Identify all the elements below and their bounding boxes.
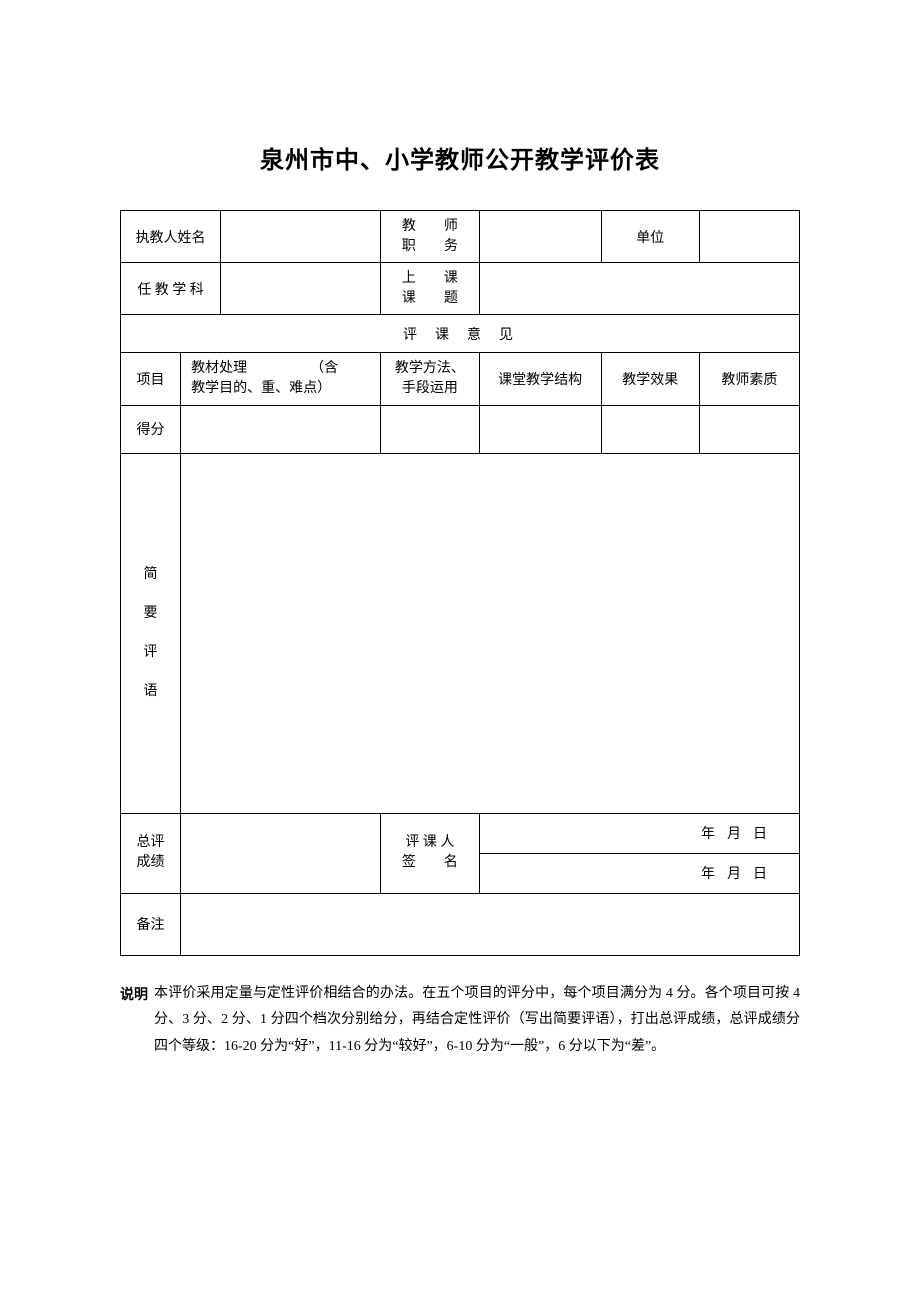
teacher-name-label: 执教人姓名 <box>121 211 221 263</box>
section-header: 评课意见 <box>121 315 800 353</box>
subject-label: 任 教 学 科 <box>121 263 221 315</box>
note-label: 说明 <box>120 981 148 1061</box>
unit-label: 单位 <box>601 211 699 263</box>
score-label: 得分 <box>121 405 181 453</box>
note-block: 说明 本评价采用定量与定性评价相结合的办法。在五个项目的评分中，每个项目满分为 … <box>120 981 800 1061</box>
teacher-name-value <box>221 211 381 263</box>
comment-label: 简 要 评 语 <box>121 453 181 813</box>
score-1 <box>181 405 381 453</box>
score-5 <box>699 405 799 453</box>
page-title: 泉州市中、小学教师公开教学评价表 <box>120 140 800 175</box>
remark-value <box>181 893 800 955</box>
total-label: 总评 成绩 <box>121 813 181 893</box>
position-value <box>479 211 601 263</box>
criteria-2: 教学方法、 手段运用 <box>381 353 479 405</box>
criteria-4: 教学效果 <box>601 353 699 405</box>
score-4 <box>601 405 699 453</box>
criteria-label: 项目 <box>121 353 181 405</box>
criteria-1: 教材处理 （含 教学目的、重、难点） <box>181 353 381 405</box>
unit-value <box>699 211 799 263</box>
remark-label: 备注 <box>121 893 181 955</box>
criteria-3: 课堂教学结构 <box>479 353 601 405</box>
topic-label: 上 课 课 题 <box>381 263 479 315</box>
date-2: 年月日 <box>479 853 800 893</box>
criteria-5: 教师素质 <box>699 353 799 405</box>
total-value <box>181 813 381 893</box>
date-1: 年月日 <box>479 813 800 853</box>
evaluation-table: 执教人姓名 教 师 职 务 单位 任 教 学 科 上 课 课 题 评课意见 项目… <box>120 210 800 956</box>
score-3 <box>479 405 601 453</box>
score-2 <box>381 405 479 453</box>
topic-value <box>479 263 800 315</box>
note-text: 本评价采用定量与定性评价相结合的办法。在五个项目的评分中，每个项目满分为 4 分… <box>154 981 800 1061</box>
comment-value <box>181 453 800 813</box>
subject-value <box>221 263 381 315</box>
position-label: 教 师 职 务 <box>381 211 479 263</box>
reviewer-label: 评 课 人 签 名 <box>381 813 479 893</box>
